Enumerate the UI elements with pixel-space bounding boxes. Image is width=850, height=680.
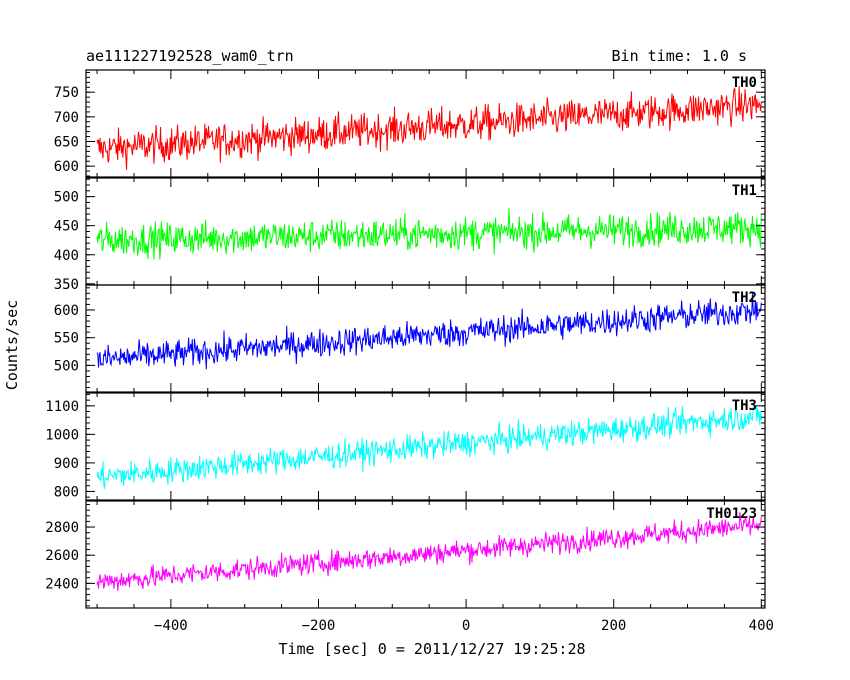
panel-th3: 800 900 1000 1100 TH3 [45, 392, 766, 501]
y-tick-label: 1100 [45, 399, 79, 415]
x-tick-label: 400 [749, 618, 774, 634]
panel-th0: 600 650 700 750 TH0 [54, 69, 766, 178]
y-tick-label: 600 [54, 303, 79, 319]
series-line-th1 [96, 208, 762, 260]
y-axis-title: Counts/sec [3, 300, 21, 390]
y-tick-label: 800 [54, 484, 79, 500]
x-axis: −400 −200 0 200 400 [154, 618, 774, 634]
y-tick-label: 450 [54, 219, 79, 235]
panel-label: TH0 [732, 75, 757, 91]
panel-th1: 350 400 450 500 TH1 [54, 177, 766, 293]
y-tick-label: 2600 [45, 548, 79, 564]
y-tick-label: 400 [54, 248, 79, 264]
y-tick-label: 2400 [45, 576, 79, 592]
panel-th0123: 2400 2600 2800 TH0123 [45, 500, 766, 609]
y-tick-label: 600 [54, 159, 79, 175]
x-tick-label: 200 [601, 618, 626, 634]
x-tick-label: −200 [302, 618, 336, 634]
y-tick-label: 650 [54, 134, 79, 150]
bin-time-label: Bin time: 1.0 s [612, 47, 747, 65]
y-tick-label: 500 [54, 190, 79, 206]
panel-label: TH3 [732, 398, 757, 414]
y-tick-label: 750 [54, 85, 79, 101]
panel-label: TH0123 [706, 506, 757, 522]
x-tick-label: −400 [154, 618, 188, 634]
panels: 600 650 700 750 TH0 350 400 450 500 TH1 500 550 600 T… [45, 69, 766, 609]
series-line-th3 [96, 405, 762, 489]
series-line-th0 [96, 85, 762, 170]
y-tick-label: 350 [54, 277, 79, 293]
chart-title: ae111227192528_wam0_trn [86, 47, 294, 65]
series-line-th2 [96, 292, 762, 370]
y-tick-label: 500 [54, 358, 79, 374]
x-tick-label: 0 [462, 618, 470, 634]
panel-frame [85, 69, 766, 178]
y-tick-label: 550 [54, 331, 79, 347]
x-axis-title: Time [sec] 0 = 2011/12/27 19:25:28 [278, 640, 585, 658]
y-tick-label: 1000 [45, 427, 79, 443]
panel-th2: 500 550 600 TH2 [54, 284, 766, 393]
series-line-th0123 [96, 511, 762, 591]
y-tick-label: 900 [54, 456, 79, 472]
panel-frame [85, 284, 766, 393]
panel-frame [85, 392, 766, 501]
panel-label: TH2 [732, 290, 757, 306]
y-tick-label: 700 [54, 110, 79, 126]
y-tick-label: 2800 [45, 520, 79, 536]
panel-label: TH1 [732, 183, 757, 199]
panel-frame [85, 500, 766, 609]
